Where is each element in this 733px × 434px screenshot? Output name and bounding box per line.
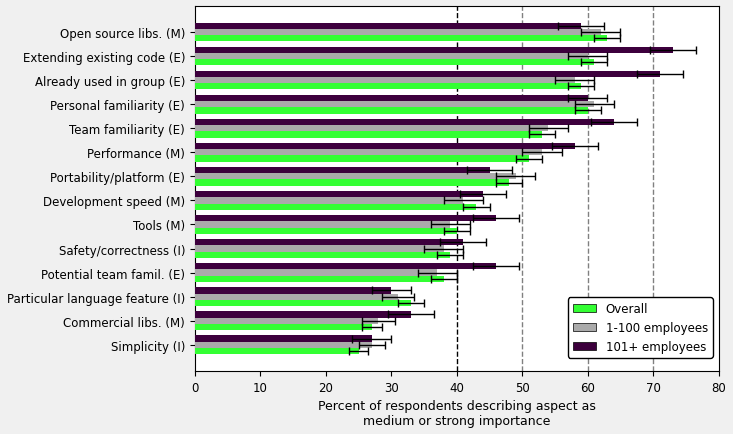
Bar [195, 156, 528, 162]
Bar [195, 119, 614, 126]
Bar [195, 198, 463, 204]
Bar [195, 348, 358, 355]
Bar [195, 126, 548, 132]
Bar [195, 270, 437, 276]
Bar [195, 216, 496, 222]
Bar [195, 318, 378, 324]
Bar [195, 263, 496, 270]
Bar [195, 54, 588, 60]
Bar [195, 84, 581, 90]
Bar [195, 294, 398, 300]
Bar [195, 252, 450, 258]
Bar [195, 150, 542, 156]
Bar [195, 132, 542, 138]
Bar [195, 312, 411, 318]
Bar [195, 144, 575, 150]
Bar [195, 276, 443, 283]
Bar [195, 228, 457, 234]
Bar [195, 30, 601, 36]
Bar [195, 108, 588, 114]
Bar [195, 60, 594, 66]
Bar [195, 222, 450, 228]
Bar [195, 191, 483, 198]
Bar [195, 95, 588, 102]
Bar [195, 240, 463, 246]
Bar [195, 78, 575, 84]
Bar [195, 47, 673, 54]
Bar [195, 174, 516, 180]
Legend: Overall, 1-100 employees, 101+ employees: Overall, 1-100 employees, 101+ employees [568, 298, 712, 358]
Bar [195, 23, 581, 30]
Bar [195, 342, 372, 348]
Bar [195, 300, 411, 306]
Bar [195, 168, 490, 174]
Bar [195, 246, 443, 252]
Bar [195, 335, 372, 342]
X-axis label: Percent of respondents describing aspect as
medium or strong importance: Percent of respondents describing aspect… [318, 399, 596, 427]
Bar [195, 324, 372, 330]
Bar [195, 36, 608, 42]
Bar [195, 102, 594, 108]
Bar [195, 288, 391, 294]
Bar [195, 72, 660, 78]
Bar [195, 204, 476, 210]
Bar [195, 180, 509, 186]
